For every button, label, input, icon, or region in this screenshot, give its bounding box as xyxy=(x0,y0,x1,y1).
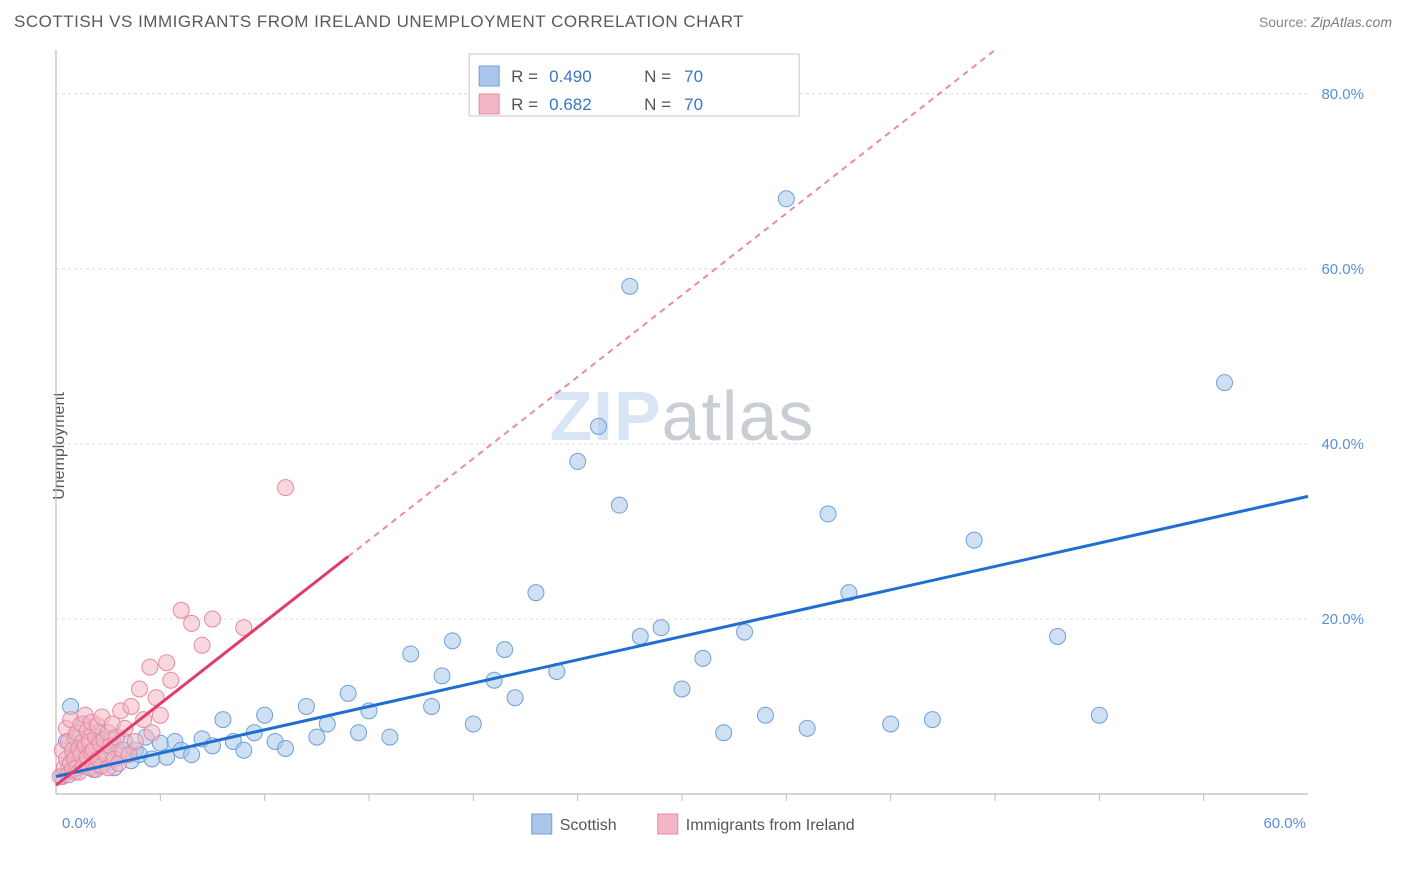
data-point xyxy=(674,681,690,697)
data-point xyxy=(716,725,732,741)
x-tick-label: 60.0% xyxy=(1263,815,1306,832)
x-tick-label: 0.0% xyxy=(62,815,96,832)
source-attribution: Source: ZipAtlas.com xyxy=(1259,14,1392,30)
stats-n-value: 70 xyxy=(684,67,703,86)
data-point xyxy=(340,685,356,701)
data-point xyxy=(309,729,325,745)
data-point xyxy=(611,497,627,513)
data-point xyxy=(236,742,252,758)
legend-label: Scottish xyxy=(560,817,617,834)
title-bar: SCOTTISH VS IMMIGRANTS FROM IRELAND UNEM… xyxy=(14,12,1392,32)
data-point xyxy=(403,646,419,662)
data-point xyxy=(173,602,189,618)
data-point xyxy=(528,585,544,601)
data-point xyxy=(653,620,669,636)
y-tick-label: 80.0% xyxy=(1321,86,1364,103)
data-point xyxy=(465,716,481,732)
legend-swatch xyxy=(479,94,499,114)
scatter-chart: 20.0% 40.0% 60.0% 80.0% 0.0% 60.0% ZIPatlas R =… xyxy=(48,46,1368,836)
legend-label: Immigrants from Ireland xyxy=(686,817,855,834)
legend-swatch xyxy=(658,814,678,834)
stats-n-label: N = xyxy=(644,95,671,114)
data-point xyxy=(695,650,711,666)
data-point xyxy=(1217,375,1233,391)
stats-n-label: N = xyxy=(644,67,671,86)
data-point xyxy=(144,725,160,741)
chart-svg: 20.0% 40.0% 60.0% 80.0% 0.0% 60.0% ZIPatlas R =… xyxy=(48,46,1368,836)
data-point xyxy=(497,642,513,658)
data-point xyxy=(159,655,175,671)
watermark: ZIPatlas xyxy=(550,377,815,455)
data-point xyxy=(298,698,314,714)
data-point xyxy=(123,698,139,714)
stats-r-label: R = xyxy=(511,67,538,86)
chart-title: SCOTTISH VS IMMIGRANTS FROM IRELAND UNEM… xyxy=(14,12,744,32)
data-point xyxy=(351,725,367,741)
data-point xyxy=(127,733,143,749)
stats-r-value: 0.490 xyxy=(549,67,592,86)
data-point xyxy=(820,506,836,522)
trend-line-dashed xyxy=(348,50,995,557)
data-point xyxy=(131,681,147,697)
data-point xyxy=(142,659,158,675)
legend-swatch xyxy=(532,814,552,834)
data-point xyxy=(507,690,523,706)
data-point xyxy=(778,191,794,207)
data-point xyxy=(194,637,210,653)
data-point xyxy=(737,624,753,640)
data-point xyxy=(570,453,586,469)
data-point xyxy=(424,698,440,714)
data-point xyxy=(215,712,231,728)
data-point xyxy=(205,611,221,627)
y-tick-label: 40.0% xyxy=(1321,436,1364,453)
stats-n-value: 70 xyxy=(684,95,703,114)
data-point xyxy=(757,707,773,723)
data-point xyxy=(257,707,273,723)
data-point xyxy=(382,729,398,745)
data-point xyxy=(799,720,815,736)
data-point xyxy=(163,672,179,688)
data-point xyxy=(883,716,899,732)
trend-line xyxy=(56,557,348,786)
data-point xyxy=(444,633,460,649)
data-point xyxy=(632,628,648,644)
stats-r-label: R = xyxy=(511,95,538,114)
source-value: ZipAtlas.com xyxy=(1311,14,1392,30)
source-label: Source: xyxy=(1259,14,1307,30)
y-tick-label: 60.0% xyxy=(1321,261,1364,278)
data-point xyxy=(1091,707,1107,723)
data-point xyxy=(622,278,638,294)
data-point xyxy=(1050,628,1066,644)
data-point xyxy=(278,480,294,496)
legend-swatch xyxy=(479,66,499,86)
data-point xyxy=(184,747,200,763)
data-point xyxy=(924,712,940,728)
stats-r-value: 0.682 xyxy=(549,95,592,114)
data-point xyxy=(591,418,607,434)
data-point xyxy=(966,532,982,548)
data-point xyxy=(184,615,200,631)
y-tick-label: 20.0% xyxy=(1321,611,1364,628)
data-point xyxy=(278,740,294,756)
data-point xyxy=(434,668,450,684)
